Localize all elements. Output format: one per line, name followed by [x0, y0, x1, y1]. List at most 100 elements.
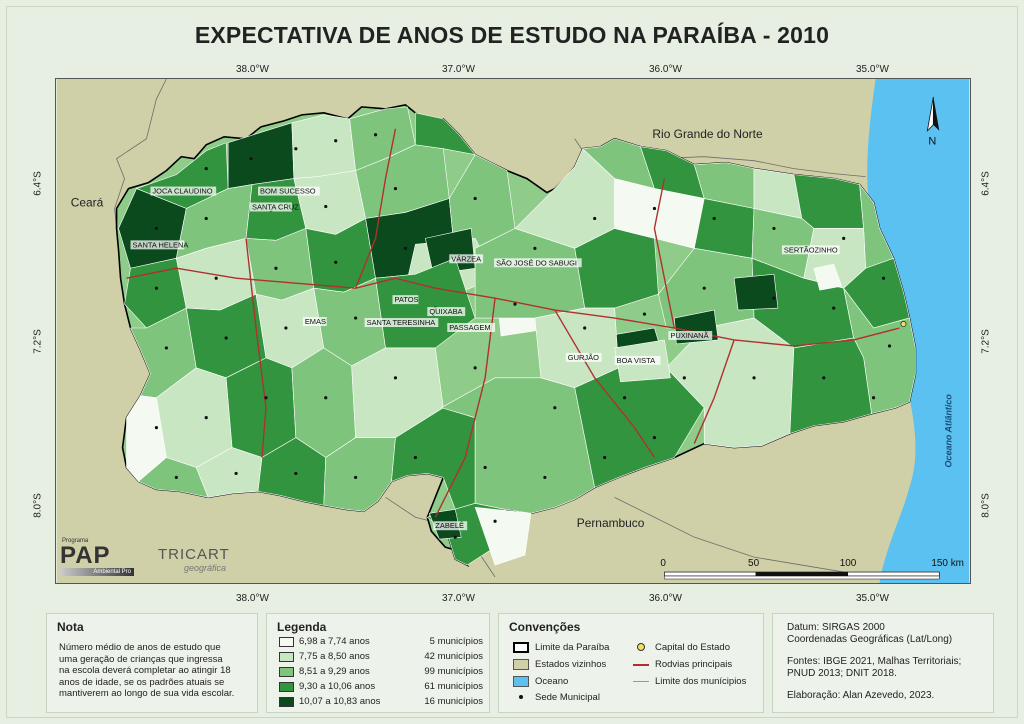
convencoes-panel: Convenções Limite da Paraíba Estados viz… [498, 613, 764, 713]
latitude-label-right-1: 6.4°S [980, 171, 992, 196]
svg-text:JOCA CLAUDINO: JOCA CLAUDINO [152, 187, 212, 196]
city-label-varzea: VÁRZEA [449, 254, 484, 263]
city-label-boa-vista: BOA VISTA [614, 356, 661, 365]
legend-swatch-2 [279, 652, 294, 662]
city-label-gurjao: GURJÃO [565, 353, 602, 362]
conv-label-municipios: Limite dos munícipios [655, 676, 747, 687]
legend-count-5: 16 municípios [424, 696, 483, 707]
longitude-label-top-1: 38.0°W [236, 64, 269, 75]
legend-item-1: 6,98 a 7,74 anos 5 municípios [279, 636, 483, 649]
neighbor-label-ce: Ceará [71, 195, 104, 209]
ocean-icon [513, 676, 529, 687]
legend-item-4: 9,30 a 10,06 anos 61 municípios [279, 681, 483, 694]
ocean-area [867, 79, 970, 583]
svg-text:SANTA CRUZ: SANTA CRUZ [252, 202, 299, 211]
legend-count-4: 61 municípios [424, 681, 483, 692]
info-panel: Datum: SIRGAS 2000 Coordenadas Geográfic… [772, 613, 994, 713]
map-canvas: Rio Grande do Norte Ceará Pernambuco Oce… [55, 78, 971, 584]
legend-item-5: 10,07 a 10,83 anos 16 municípios [279, 696, 483, 709]
legend-label-4: 9,30 a 10,06 anos [299, 681, 376, 692]
nota-panel: Nota Número médio de anos de estudo que … [46, 613, 258, 713]
legend-label-3: 8,51 a 9,29 anos [299, 666, 370, 677]
state-capital-icon [633, 642, 649, 653]
conv-label-limite: Limite da Paraíba [535, 642, 610, 653]
latitude-label-left-1: 6.4°S [32, 171, 44, 196]
paraiba-limit-icon [513, 642, 529, 653]
city-label-quixaba: QUIXABA [427, 307, 466, 316]
svg-text:BOA VISTA: BOA VISTA [617, 356, 655, 365]
city-label-joca-claudino: JOCA CLAUDINO [150, 187, 217, 196]
legend-item-3: 8,51 a 9,29 anos 99 municípios [279, 666, 483, 679]
svg-text:GURJÃO: GURJÃO [568, 353, 599, 362]
conv-label-oceano: Oceano [535, 676, 569, 687]
info-coords: Coordenadas Geográficas (Lat/Long) [787, 634, 953, 645]
svg-text:VÁRZEA: VÁRZEA [451, 254, 481, 263]
state-capital-marker [900, 321, 907, 328]
scale-tick-0: 0 [660, 558, 666, 569]
municipal-limit-icon [633, 676, 649, 687]
neighbor-state-icon [513, 659, 529, 670]
latitude-label-left-3: 8.0°S [32, 493, 44, 518]
info-fontes-2: PNUD 2013; DNIT 2018. [787, 668, 897, 679]
legenda-panel: Legenda 6,98 a 7,74 anos 5 municípios 7,… [266, 613, 490, 713]
tricart-logo-sub: geográfica [184, 563, 227, 573]
nota-line-2: uma geração de crianças que ingressa [59, 653, 223, 665]
legend-swatch-5 [279, 697, 294, 707]
scale-bar: 0 50 100 150 km [660, 558, 964, 580]
latitude-label-left-2: 7.2°S [32, 329, 44, 354]
pap-logo-small: Programa [62, 538, 89, 544]
neighbor-label-rn: Rio Grande do Norte [652, 127, 763, 141]
scale-tick-150: 150 km [931, 558, 964, 569]
conv-label-estados: Estados vizinhos [535, 659, 607, 670]
city-label-patos: PATOS [392, 295, 419, 304]
city-label-sao-jose-do-sabugi: SÃO JOSÉ DO SABUGI [494, 258, 582, 267]
longitude-label-bottom-1: 38.0°W [236, 593, 269, 604]
nota-text: Número médio de anos de estudo que uma g… [59, 642, 247, 700]
svg-text:PATOS: PATOS [394, 295, 418, 304]
longitude-label-top-4: 35.0°W [856, 64, 889, 75]
conv-label-rodovias: Rodvias principais [655, 659, 733, 670]
legend-count-3: 99 municípios [424, 666, 483, 677]
city-label-emas: EMAS [302, 317, 327, 326]
svg-text:SANTA TERESINHA: SANTA TERESINHA [367, 318, 436, 327]
legend-swatch-3 [279, 667, 294, 677]
city-label-santa-teresinha: SANTA TERESINHA [364, 318, 439, 327]
city-label-passagem: PASSAGEM [447, 323, 496, 332]
pap-logo-text: PAP [60, 542, 111, 569]
pap-logo-sub: Ambiental Pro [60, 568, 134, 576]
neighbor-label-pe: Pernambuco [577, 516, 645, 530]
svg-text:PUXINANÃ: PUXINANÃ [670, 331, 708, 340]
longitude-label-bottom-2: 37.0°W [442, 593, 475, 604]
main-roads [126, 128, 900, 518]
info-fontes-1: Fontes: IBGE 2021, Malhas Territoriais; [787, 656, 962, 667]
svg-text:SERTÃOZINHO: SERTÃOZINHO [784, 245, 838, 254]
nota-line-4: anos de idade, se os padrões atuais se [59, 676, 225, 688]
svg-text:PASSAGEM: PASSAGEM [449, 323, 490, 332]
map-title: EXPECTATIVA DE ANOS DE ESTUDO NA PARAÍBA… [194, 22, 830, 48]
city-label-sertaozinho: SERTÃOZINHO [781, 245, 840, 254]
legend-label-1: 6,98 a 7,74 anos [299, 636, 370, 647]
city-labels: JOCA CLAUDINO BOM SUCESSO SANTA CRUZ SAN… [130, 187, 840, 530]
legend-count-1: 5 municípios [429, 636, 483, 647]
info-datum: Datum: SIRGAS 2000 [787, 622, 885, 633]
conv-label-sede: Sede Municipal [535, 692, 600, 703]
svg-text:BOM SUCESSO: BOM SUCESSO [260, 187, 316, 196]
longitude-label-bottom-3: 36.0°W [649, 593, 682, 604]
legend-count-2: 42 municípios [424, 651, 483, 662]
longitude-label-top-3: 36.0°W [649, 64, 682, 75]
nota-line-3: na escola deverá completar ao atingir 18 [59, 665, 231, 676]
scale-tick-100: 100 [840, 558, 857, 569]
svg-text:EMAS: EMAS [305, 317, 326, 326]
pap-logo: Programa PAP Ambiental Pro [60, 538, 134, 576]
svg-text:QUIXABA: QUIXABA [429, 307, 462, 316]
city-label-santa-cruz: SANTA CRUZ [250, 202, 299, 211]
svg-text:ZABELÊ: ZABELÊ [435, 521, 464, 530]
latitude-label-right-3: 8.0°S [980, 493, 992, 518]
municipalities [118, 106, 916, 566]
municipal-seat-icon [513, 692, 529, 703]
svg-text:SÃO JOSÉ DO SABUGI: SÃO JOSÉ DO SABUGI [496, 258, 577, 267]
legend-swatch-4 [279, 682, 294, 692]
north-label: N [928, 136, 936, 148]
legend-label-2: 7,75 a 8,50 anos [299, 651, 370, 662]
city-label-santa-helena: SANTA HELENA [130, 240, 188, 249]
